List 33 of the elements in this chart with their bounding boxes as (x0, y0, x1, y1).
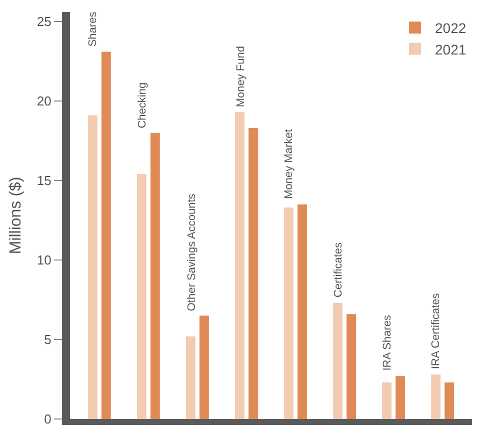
x-tick-label: Certificates (332, 242, 345, 298)
bar (382, 382, 392, 419)
bar (101, 52, 111, 419)
bar (88, 115, 98, 419)
x-tick-label: Shares (87, 11, 100, 47)
bar (298, 204, 307, 419)
y-tick-label: 15 (36, 173, 52, 188)
x-tick-label: Checking (136, 82, 149, 128)
bar (333, 302, 343, 419)
bar (136, 174, 146, 419)
x-tick-label: IRA Shares (381, 314, 394, 371)
legend-label: 2022 (435, 20, 466, 36)
y-tick-label: 25 (36, 14, 52, 30)
bar (346, 314, 356, 419)
bar (396, 376, 406, 419)
x-tick-label: Money Market (283, 129, 296, 199)
bar (199, 316, 209, 419)
y-tick-label: 10 (36, 252, 52, 268)
bar (248, 128, 258, 419)
x-tick-label: IRA Certificates (430, 292, 442, 370)
x-tick-label: Other Savings Accounts (186, 193, 198, 312)
y-tick-label: 5 (44, 332, 52, 348)
x-tick-label: Money Fund (234, 46, 247, 108)
bar (431, 374, 441, 419)
y-axis-title: Millions ($) (7, 176, 24, 254)
y-tick-label: 20 (36, 94, 52, 109)
bar (444, 382, 454, 419)
bar (150, 132, 160, 419)
bar (235, 112, 244, 419)
bar (186, 336, 196, 419)
bar (284, 208, 294, 419)
y-tick-label: 0 (44, 412, 52, 427)
legend-label: 2021 (435, 41, 466, 58)
